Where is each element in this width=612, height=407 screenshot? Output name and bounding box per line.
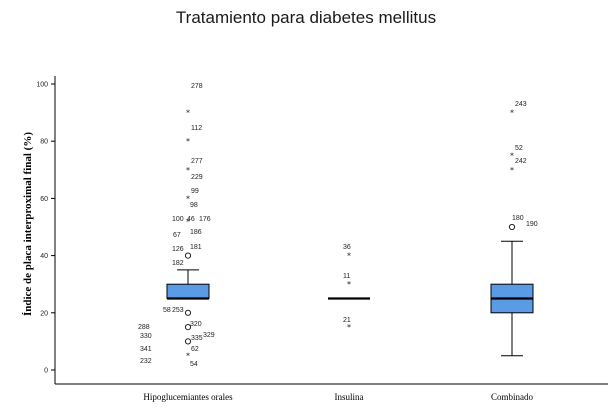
outlier-case-label: 99 [191, 188, 199, 195]
outlier-case-label: 242 [515, 158, 527, 165]
y-tick-label: 20 [40, 310, 48, 317]
outlier-case-label: 100 [172, 216, 184, 223]
y-tick-label: 0 [44, 368, 48, 375]
extreme-marker: * [347, 280, 351, 289]
x-tick-label: Hipoglucemiantes orales [143, 392, 233, 402]
extreme-marker: * [510, 166, 514, 175]
outlier-case-label: 229 [191, 174, 203, 181]
outlier-case-label: 98 [190, 202, 198, 209]
outlier-marker [184, 309, 192, 316]
extreme-marker: * [186, 194, 190, 203]
outlier-case-label: 341 [140, 346, 152, 353]
extreme-marker: * [347, 323, 351, 332]
outlier-case-label: 190 [526, 221, 538, 228]
extreme-marker: * [347, 252, 351, 261]
extreme-marker: * [186, 352, 190, 361]
outlier-marker [184, 338, 192, 345]
outlier-case-label: 21 [343, 317, 351, 324]
outlier-case-label: 62 [191, 346, 199, 353]
outlier-marker [184, 324, 192, 331]
outlier-case-label: 335 [191, 335, 203, 342]
outlier-case-label: 52 [515, 145, 523, 152]
outlier-case-label: 176 [199, 216, 211, 223]
outlier-case-label: 54 [190, 361, 198, 368]
y-tick-label: 80 [40, 139, 48, 146]
extreme-marker: * [186, 109, 190, 118]
outlier-case-label: 232 [140, 358, 152, 365]
extreme-marker: * [510, 109, 514, 118]
outlier-case-label: 243 [515, 101, 527, 108]
outlier-case-label: 253 [172, 307, 184, 314]
outlier-case-label: 112 [191, 125, 202, 132]
outlier-case-label: 67 [173, 232, 181, 239]
y-tick-label: 100 [36, 82, 48, 89]
outlier-case-label: 181 [190, 244, 202, 251]
outlier-case-label: 186 [190, 229, 202, 236]
box-iqr [166, 283, 210, 300]
outlier-case-label: 36 [343, 244, 351, 251]
extreme-marker: * [186, 137, 190, 146]
outlier-marker [184, 252, 192, 259]
outlier-case-label: 11 [343, 273, 350, 280]
outlier-case-label: 278 [191, 83, 203, 90]
outlier-case-label: 288 [138, 324, 150, 331]
extreme-marker: * [186, 166, 190, 175]
outlier-marker [508, 223, 516, 231]
y-tick-label: 60 [40, 196, 48, 203]
outlier-case-label: 46 [187, 216, 195, 223]
x-tick-label: Combinado [491, 392, 533, 402]
outlier-case-label: 58 [163, 307, 171, 314]
y-tick-label: 40 [40, 253, 48, 260]
outlier-case-label: 320 [190, 321, 202, 328]
outlier-case-label: 126 [172, 246, 184, 253]
outlier-case-label: 180 [512, 215, 524, 222]
extreme-marker: * [510, 152, 514, 161]
outlier-case-label: 329 [203, 332, 215, 339]
outlier-case-label: 330 [140, 333, 152, 340]
chart-title: Tratamiento para diabetes mellitus [175, 8, 437, 27]
x-tick-label: Insulina [335, 392, 364, 402]
outlier-case-label: 182 [172, 260, 184, 267]
outlier-case-label: 277 [191, 158, 203, 165]
extreme-marker: * [186, 217, 190, 226]
